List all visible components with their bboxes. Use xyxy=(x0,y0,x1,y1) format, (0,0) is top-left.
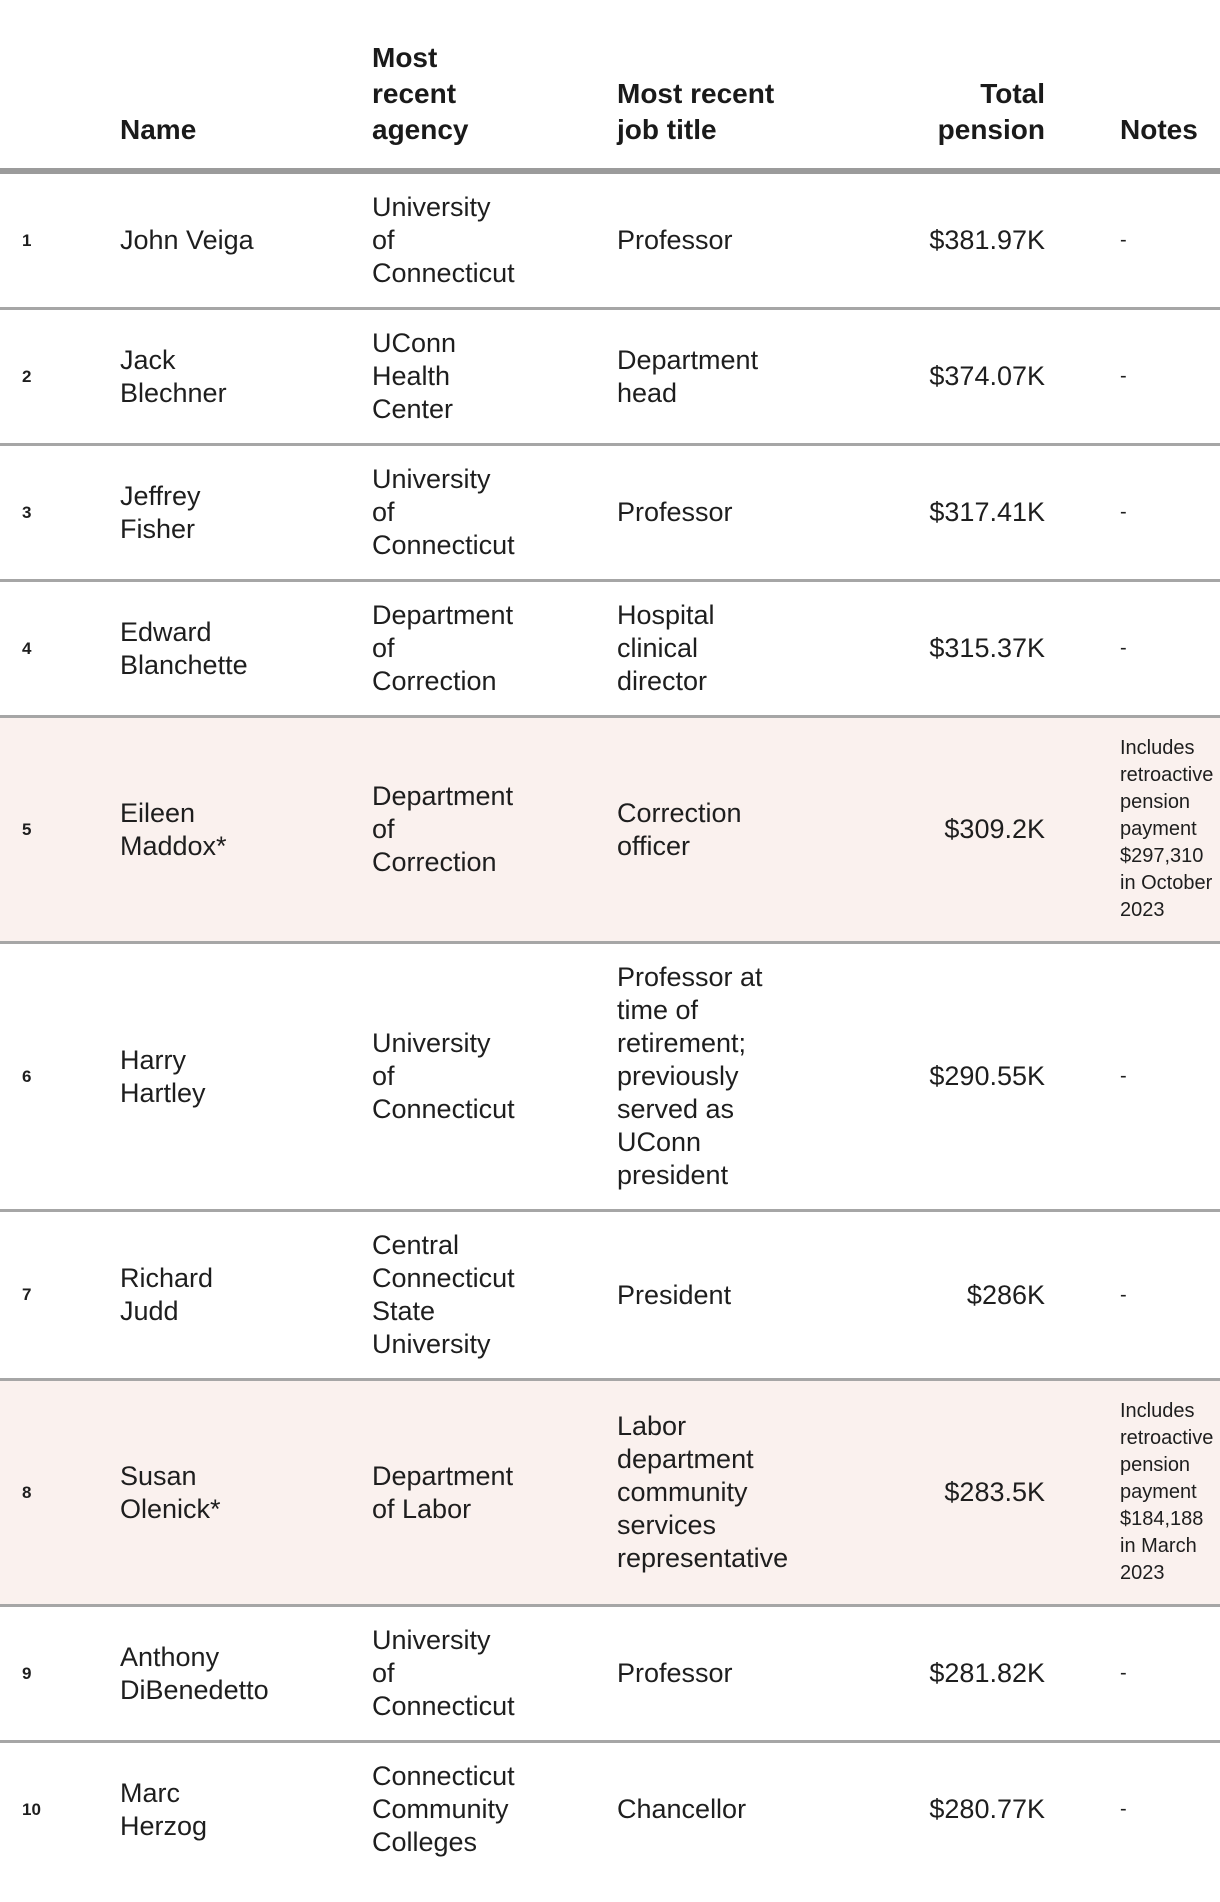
table-row: 1 John Veiga University of Connecticut P… xyxy=(0,174,1220,310)
notes-cell: Includes retroactive pension payment $18… xyxy=(1120,1400,1214,1584)
agency-cell: University of Connecticut xyxy=(372,464,515,560)
table-body: 1 John Veiga University of Connecticut P… xyxy=(0,174,1220,1876)
rank-cell: 4 xyxy=(22,638,32,658)
rank-cell: 3 xyxy=(22,502,32,522)
name-cell: John Veiga xyxy=(120,225,254,255)
agency-cell: Department of Correction xyxy=(372,781,514,877)
job-title-cell: Professor xyxy=(617,1658,733,1688)
header-total-pension: Total pension xyxy=(937,78,1045,145)
rank-cell: 8 xyxy=(22,1482,32,1502)
notes-cell: - xyxy=(1120,1662,1127,1684)
total-pension-cell: $309.2K xyxy=(944,814,1045,844)
rank-cell: 2 xyxy=(22,366,32,386)
total-pension-cell: $281.82K xyxy=(929,1658,1045,1688)
table-row: 7 Richard Judd Central Connecticut State… xyxy=(0,1212,1220,1381)
notes-cell: - xyxy=(1120,501,1127,523)
header-notes: Notes xyxy=(1120,114,1198,145)
total-pension-cell: $290.55K xyxy=(929,1061,1045,1091)
notes-cell: - xyxy=(1120,1065,1127,1087)
agency-cell: UConn Health Center xyxy=(372,328,457,424)
rank-cell: 10 xyxy=(22,1799,41,1819)
agency-cell: Department of Correction xyxy=(372,600,514,696)
name-cell: Edward Blanchette xyxy=(120,616,248,680)
job-title-cell: Professor at time of retirement; previou… xyxy=(617,962,763,1190)
table-header-row: Name Most recent agency Most recent job … xyxy=(0,0,1220,174)
notes-cell: Includes retroactive pension payment $29… xyxy=(1120,737,1214,921)
agency-cell: University of Connecticut xyxy=(372,192,515,288)
total-pension-cell: $283.5K xyxy=(944,1477,1045,1507)
job-title-cell: Department head xyxy=(617,344,759,408)
total-pension-cell: $317.41K xyxy=(929,497,1045,527)
job-title-cell: President xyxy=(617,1279,732,1310)
agency-cell: University of Connecticut xyxy=(372,1625,515,1721)
table-row: 3 Jeffrey Fisher University of Connectic… xyxy=(0,446,1220,582)
name-cell: Anthony DiBenedetto xyxy=(120,1641,269,1705)
agency-cell: University of Connecticut xyxy=(372,1028,515,1124)
name-cell: Marc Herzog xyxy=(120,1777,208,1841)
job-title-cell: Labor department community services repr… xyxy=(617,1411,789,1573)
name-cell: Harry Hartley xyxy=(120,1044,206,1108)
rank-cell: 5 xyxy=(22,819,32,839)
header-job-title: Most recent job title xyxy=(617,78,775,145)
notes-cell: - xyxy=(1120,1798,1127,1820)
job-title-cell: Hospital clinical director xyxy=(617,600,715,696)
table-row: 10 Marc Herzog Connecticut Community Col… xyxy=(0,1743,1220,1876)
job-title-cell: Correction officer xyxy=(617,797,742,861)
header-recent-agency: Most recent agency xyxy=(372,42,469,145)
name-cell: Susan Olenick* xyxy=(120,1460,221,1524)
total-pension-cell: $381.97K xyxy=(929,225,1045,255)
notes-cell: - xyxy=(1120,229,1127,251)
total-pension-cell: $286K xyxy=(966,1279,1045,1310)
agency-cell: Central Connecticut State University xyxy=(372,1230,515,1359)
table-row: 5 Eileen Maddox* Department of Correctio… xyxy=(0,718,1220,944)
name-cell: Jack Blechner xyxy=(120,344,227,408)
notes-cell: - xyxy=(1120,365,1127,387)
rank-cell: 7 xyxy=(22,1285,32,1304)
table-row: 4 Edward Blanchette Department of Correc… xyxy=(0,582,1220,718)
table-row: 2 Jack Blechner UConn Health Center Depa… xyxy=(0,310,1220,446)
notes-cell: - xyxy=(1120,637,1127,659)
table-row: 6 Harry Hartley University of Connecticu… xyxy=(0,944,1220,1212)
name-cell: Eileen Maddox* xyxy=(120,797,227,861)
job-title-cell: Professor xyxy=(617,225,733,255)
job-title-cell: Professor xyxy=(617,497,733,527)
name-cell: Jeffrey Fisher xyxy=(120,480,201,544)
rank-cell: 1 xyxy=(22,230,32,250)
total-pension-cell: $280.77K xyxy=(929,1794,1045,1824)
total-pension-cell: $374.07K xyxy=(929,361,1045,391)
header-name: Name xyxy=(120,114,197,145)
name-cell: Richard Judd xyxy=(120,1263,214,1326)
table-row: 9 Anthony DiBenedetto University of Conn… xyxy=(0,1607,1220,1743)
job-title-cell: Chancellor xyxy=(617,1794,747,1824)
total-pension-cell: $315.37K xyxy=(929,633,1045,663)
agency-cell: Department of Labor xyxy=(372,1460,514,1524)
agency-cell: Connecticut Community Colleges xyxy=(372,1761,515,1857)
notes-cell: - xyxy=(1120,1283,1127,1306)
table-row: 8 Susan Olenick* Department of Labor Lab… xyxy=(0,1381,1220,1607)
rank-cell: 9 xyxy=(22,1663,32,1683)
rank-cell: 6 xyxy=(22,1066,32,1086)
